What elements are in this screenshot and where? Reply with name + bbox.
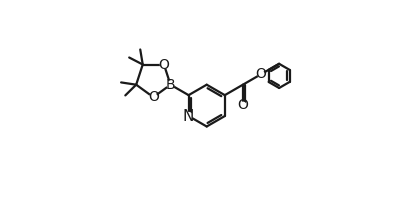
Text: O: O: [237, 98, 248, 112]
Text: O: O: [148, 90, 159, 104]
Circle shape: [150, 94, 157, 101]
Circle shape: [258, 71, 264, 77]
Circle shape: [167, 81, 174, 88]
Circle shape: [185, 113, 192, 120]
Text: N: N: [183, 108, 194, 124]
Text: O: O: [158, 58, 169, 72]
Circle shape: [240, 102, 246, 108]
Text: O: O: [255, 67, 266, 81]
Text: B: B: [165, 78, 175, 92]
Circle shape: [160, 61, 168, 68]
